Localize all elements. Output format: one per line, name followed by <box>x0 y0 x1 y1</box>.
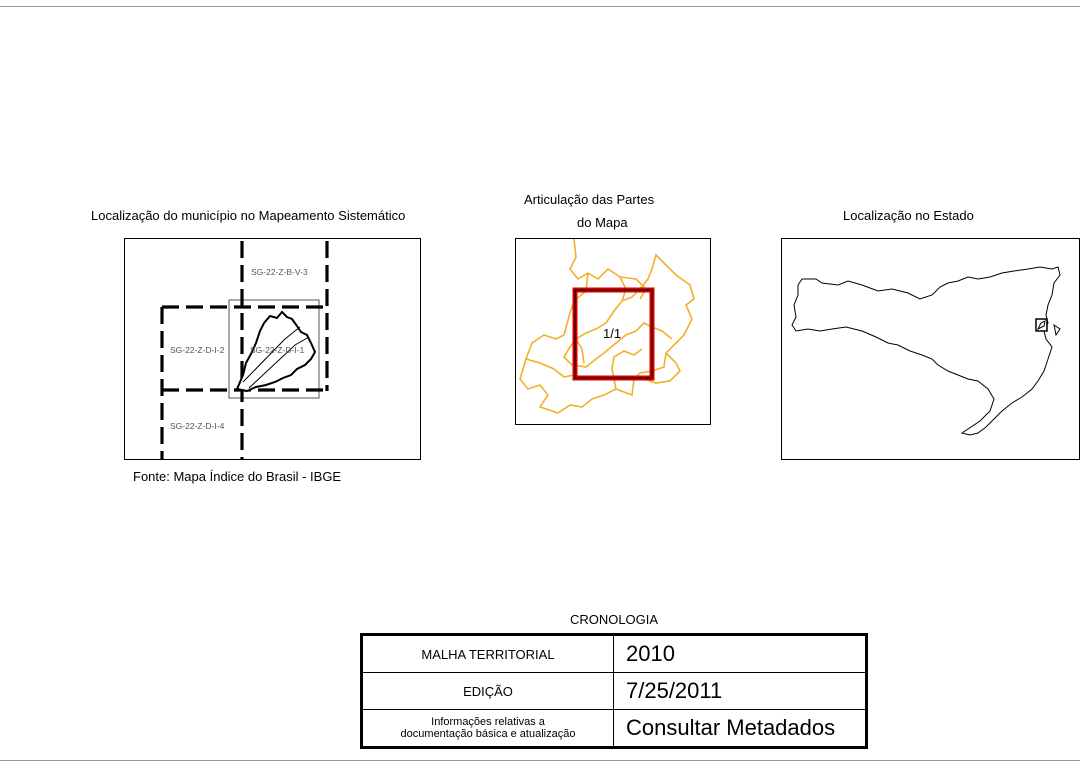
municipality-inner-lines <box>242 326 310 389</box>
systematic-map-drawing: SG-22-Z-B-V-3 SG-22-Z-D-I-2 SG-22-Z-D-I-… <box>160 241 329 459</box>
articulation-map-drawing: 1/1 <box>519 239 695 414</box>
top-border-line <box>0 6 1080 7</box>
cronologia-table: MALHA TERRITORIAL 2010 EDIÇÃO 7/25/2011 … <box>360 633 868 749</box>
map-part-frame-inner <box>574 289 653 379</box>
municipality-extent-rect <box>228 299 320 399</box>
map-part-label: 1/1 <box>603 326 621 341</box>
coastline-islands <box>1053 323 1061 337</box>
bottom-border-line <box>0 760 1080 761</box>
systematic-map-source: Fonte: Mapa Índice do Brasil - IBGE <box>133 469 342 484</box>
municipality-locator-icon <box>1035 318 1048 332</box>
municipality-outline <box>235 310 317 393</box>
table-row: Informações relativas a documentação bás… <box>361 709 867 748</box>
sheet-label-d-i-4: SG-22-Z-D-I-4 <box>170 421 225 431</box>
malha-territorial-label: MALHA TERRITORIAL <box>361 634 614 673</box>
systematic-map-title: Localização do município no Mapeamento S… <box>91 208 406 223</box>
sheet-label-b-v-3: SG-22-Z-B-V-3 <box>251 267 308 277</box>
state-outline <box>791 266 1061 436</box>
table-row: EDIÇÃO 7/25/2011 <box>361 672 867 710</box>
state-map-drawing <box>791 266 1061 436</box>
articulation-title-line1: Articulação das Partes <box>524 192 655 207</box>
articulation-map-frame: 1/1 <box>515 238 711 425</box>
state-map-title: Localização no Estado <box>843 208 974 223</box>
documentacao-value: Consultar Metadados <box>613 709 867 748</box>
cronologia-title: CRONOLOGIA <box>569 612 659 627</box>
edicao-label: EDIÇÃO <box>361 672 614 710</box>
documentacao-label-line2: documentação básica e atualização <box>400 728 576 740</box>
municipal-boundaries <box>519 239 695 414</box>
sheet-label-d-i-1: SG-22-Z-D-I-1 <box>250 345 305 355</box>
systematic-map-frame: SG-22-Z-B-V-3 SG-22-Z-D-I-2 SG-22-Z-D-I-… <box>124 238 421 460</box>
documentacao-label: Informações relativas a documentação bás… <box>361 709 614 748</box>
table-row: MALHA TERRITORIAL 2010 <box>361 634 867 673</box>
state-map-frame <box>781 238 1080 460</box>
documentacao-label-line1: Informações relativas a <box>431 716 545 728</box>
malha-territorial-value: 2010 <box>613 634 867 673</box>
articulation-title-line2: do Mapa <box>577 215 628 230</box>
sheet-label-d-i-2: SG-22-Z-D-I-2 <box>170 345 225 355</box>
edicao-value: 7/25/2011 <box>613 672 867 710</box>
